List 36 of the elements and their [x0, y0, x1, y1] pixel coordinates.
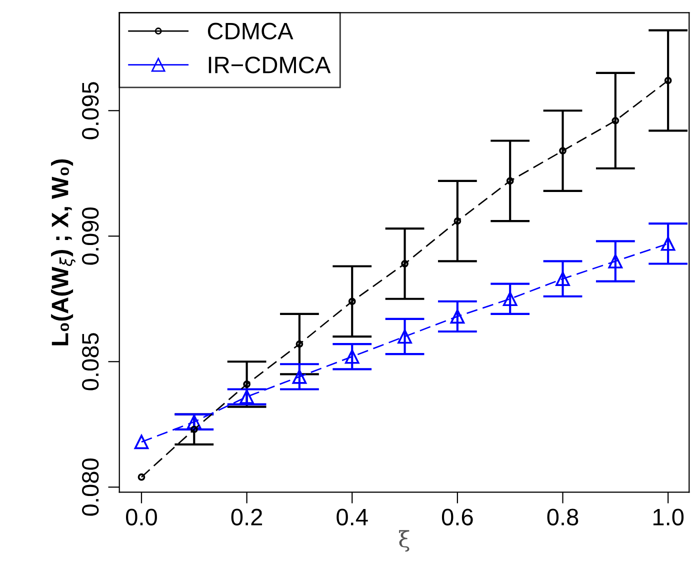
x-axis-title: ξ [399, 530, 410, 552]
point [556, 272, 570, 286]
point [344, 349, 360, 364]
point [502, 292, 518, 306]
point [612, 116, 620, 124]
point [292, 370, 307, 384]
x-tick-label: 0.8 [547, 508, 578, 526]
point [296, 340, 304, 348]
point [138, 473, 146, 481]
x-tick-label: 0.6 [442, 508, 473, 526]
point [134, 434, 149, 450]
x-tick-label: 0.4 [336, 508, 368, 526]
point [559, 147, 566, 154]
y-tick-label: 0.085 [82, 333, 99, 390]
legend-label: CDMCA [208, 22, 294, 40]
x-tick-label: 0.2 [231, 508, 262, 526]
point [401, 260, 408, 268]
point [348, 298, 356, 306]
y-axis-title: L₀(A(W$_{ξ}$) ; X, W₀) [51, 159, 76, 346]
point [664, 76, 672, 84]
point [660, 236, 676, 251]
point [506, 177, 514, 185]
point [398, 329, 412, 344]
x-tick-label: 0.0 [126, 508, 157, 526]
y-tick-label: 0.080 [82, 458, 99, 516]
point [454, 217, 462, 225]
point [608, 254, 623, 268]
legend-label: IR−CDMCA [208, 56, 331, 74]
point [450, 309, 465, 324]
point [243, 380, 250, 388]
point [186, 414, 202, 430]
x-tick-label: 1.0 [653, 508, 684, 526]
y-tick-label: 0.090 [82, 208, 99, 265]
point [240, 390, 254, 404]
y-tick-label: 0.095 [82, 82, 99, 140]
point [190, 426, 198, 434]
